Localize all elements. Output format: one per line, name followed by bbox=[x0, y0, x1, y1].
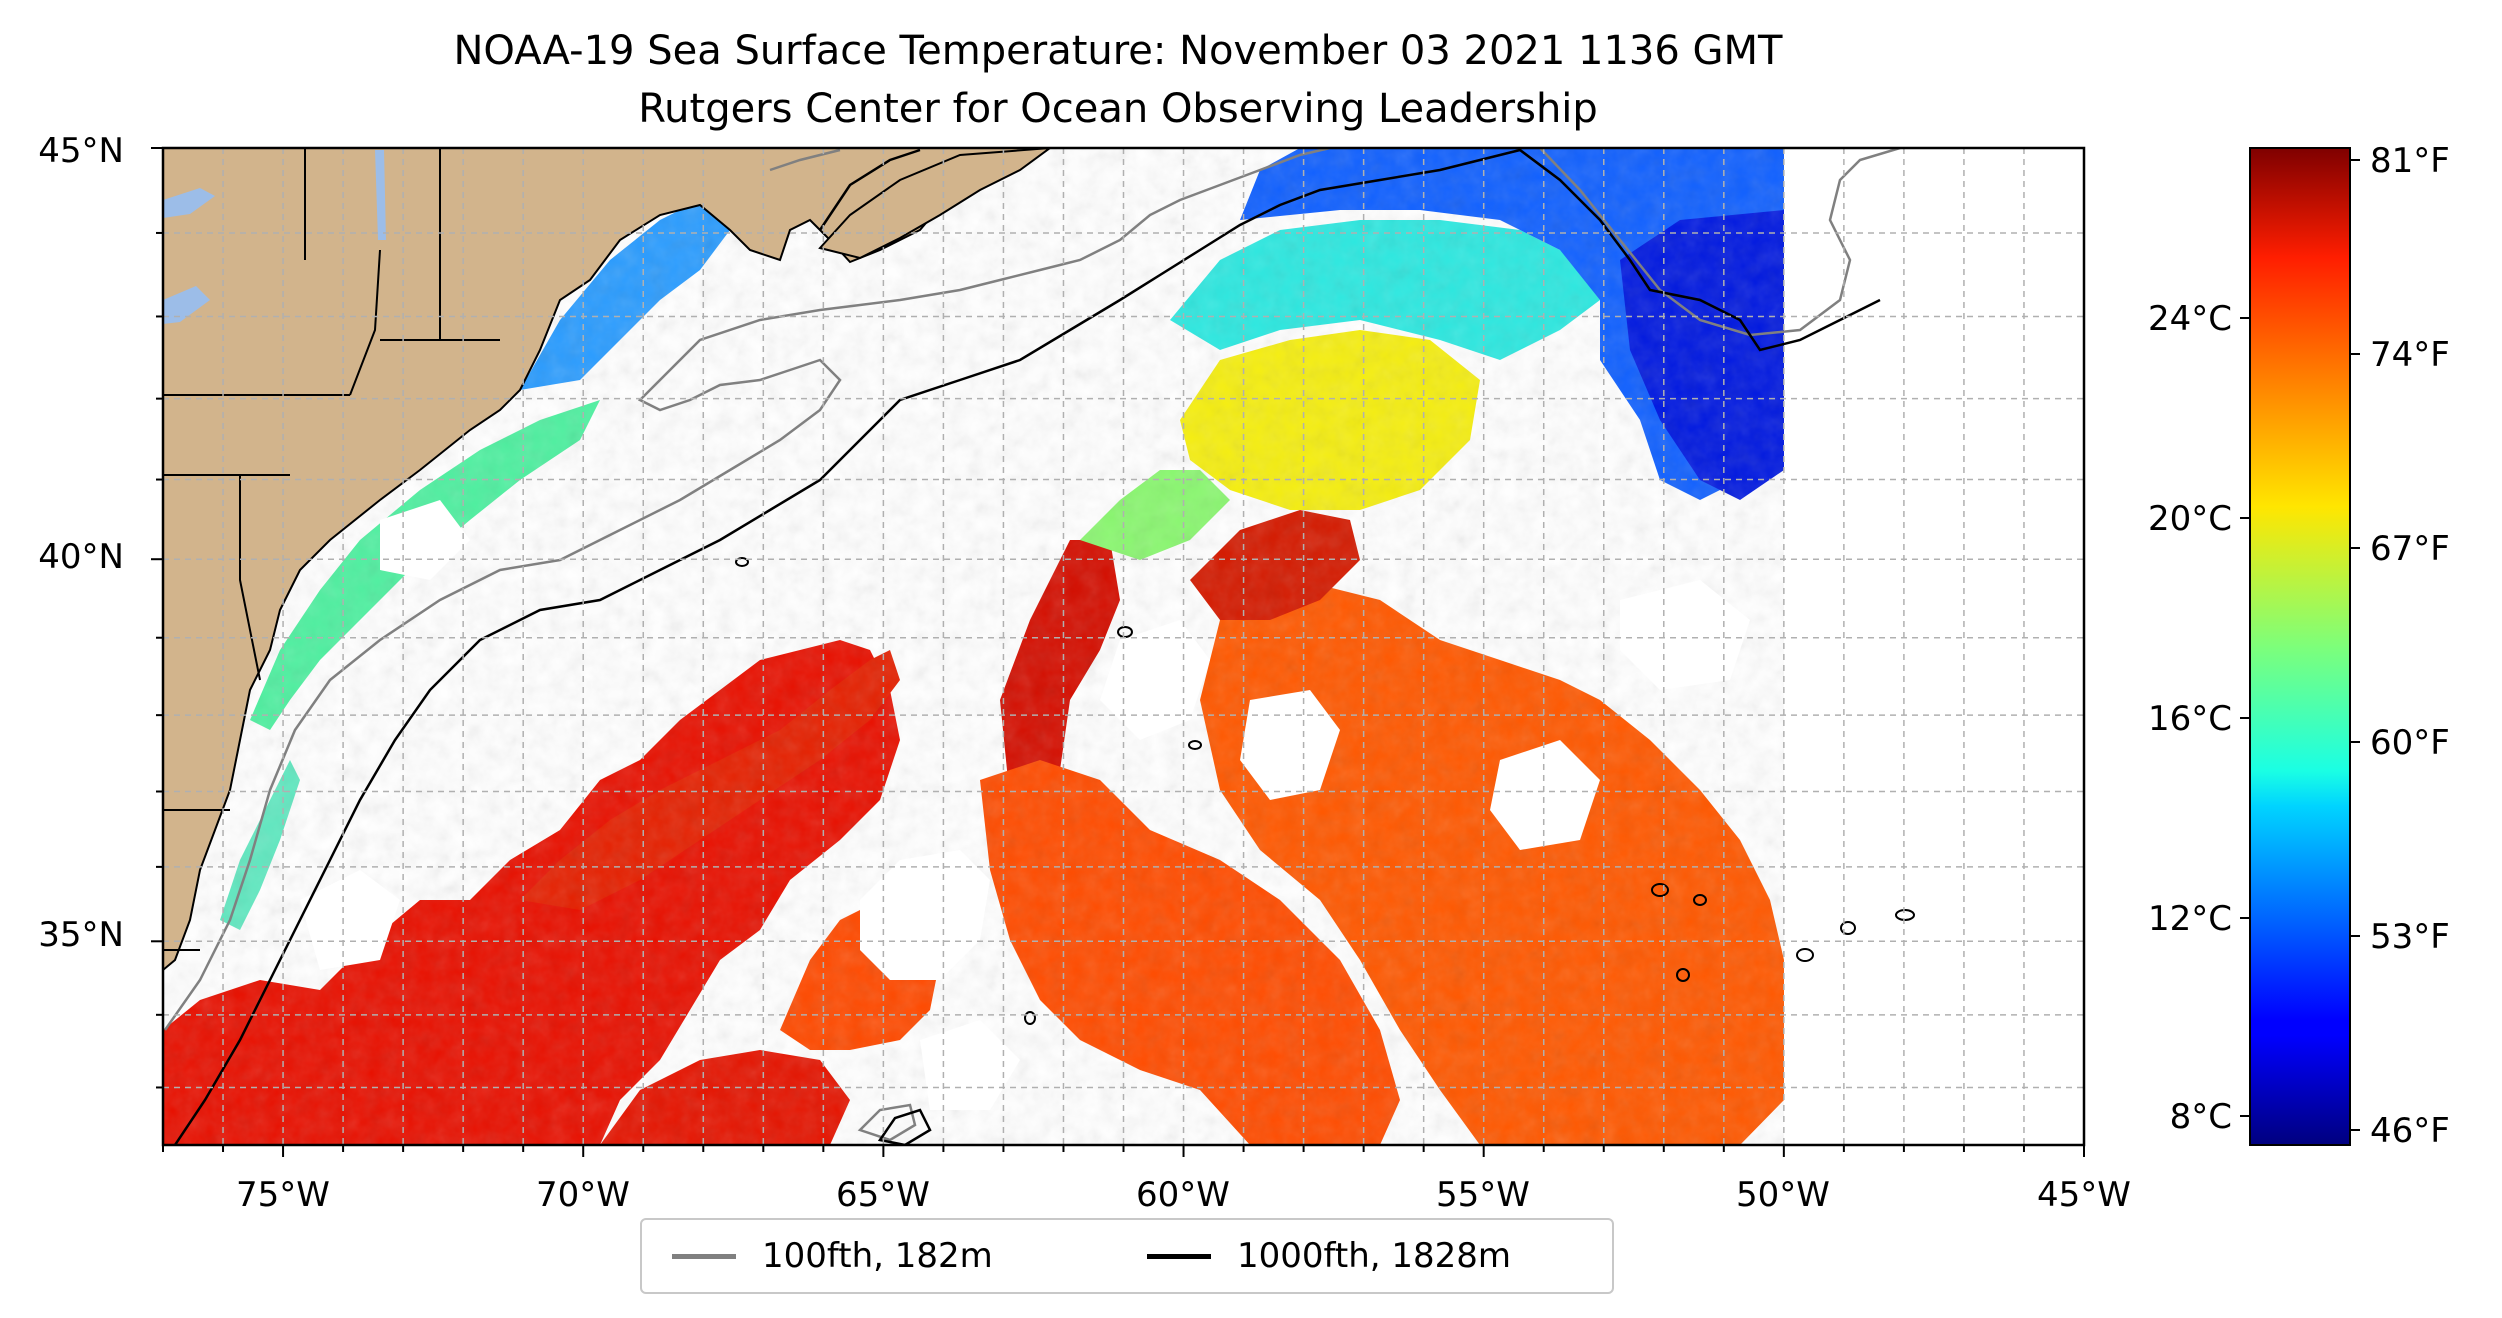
seamounts bbox=[735, 557, 1915, 1025]
title-line-1: NOAA-19 Sea Surface Temperature: Novembe… bbox=[454, 28, 1784, 74]
land-nova-scotia bbox=[818, 148, 1052, 260]
lat-label-45n: 45°N bbox=[38, 131, 124, 171]
legend-item-1000fth: 1000fth, 1828m bbox=[1147, 1220, 1511, 1292]
cloud-patch bbox=[1100, 620, 1210, 740]
map-panel bbox=[163, 148, 2084, 1145]
cloud-patch bbox=[1490, 740, 1600, 850]
lon-label-75w: 75°W bbox=[236, 1175, 330, 1215]
cloud-patch bbox=[860, 850, 990, 980]
colorbar-celsius-24: 24°C bbox=[2148, 299, 2232, 339]
colorbar-celsius-20: 20°C bbox=[2148, 499, 2232, 539]
cloud-patch bbox=[1620, 580, 1750, 690]
colorbar-fahrenheit-53: 53°F bbox=[2370, 917, 2450, 957]
lon-label-55w: 55°W bbox=[1436, 1175, 1530, 1215]
state-boundaries bbox=[163, 148, 500, 951]
colorbar-fahrenheit-46: 46°F bbox=[2370, 1111, 2450, 1151]
lake bbox=[163, 188, 215, 218]
lake bbox=[375, 150, 386, 240]
contour-1000fth bbox=[818, 148, 921, 231]
lon-label-45w: 45°W bbox=[2037, 1175, 2131, 1215]
lon-label-50w: 50°W bbox=[1736, 1175, 1830, 1215]
axis-ticks bbox=[151, 147, 2085, 1157]
contour-100fth bbox=[769, 148, 841, 172]
colorbar-celsius-ticks bbox=[2240, 317, 2250, 1117]
lat-label-40n: 40°N bbox=[38, 537, 124, 577]
contour-100fth bbox=[163, 148, 1331, 1031]
legend-item-100fth: 100fth, 182m bbox=[672, 1220, 993, 1292]
legend-label-1000fth: 1000fth, 1828m bbox=[1237, 1236, 1512, 1276]
colorbar-fahrenheit-60: 60°F bbox=[2370, 723, 2450, 763]
lon-label-60w: 60°W bbox=[1136, 1175, 1230, 1215]
colorbar-celsius-12: 12°C bbox=[2148, 899, 2232, 939]
colorbar: 24°C 20°C 16°C 12°C 8°C 81°F 74°F 67°F 6… bbox=[2148, 141, 2450, 1151]
colorbar-fahrenheit-81: 81°F bbox=[2370, 141, 2450, 181]
lon-labels: 75°W 70°W 65°W 60°W 55°W 50°W 45°W bbox=[236, 1175, 2131, 1215]
legend-swatch-100fth bbox=[672, 1253, 736, 1259]
colorbar-fahrenheit-ticks bbox=[2350, 159, 2360, 1131]
contour-100fth bbox=[1539, 148, 1901, 337]
lat-label-35n: 35°N bbox=[38, 915, 124, 955]
legend-label-100fth: 100fth, 182m bbox=[762, 1236, 993, 1276]
contour-1000fth bbox=[173, 148, 1881, 1145]
lakes bbox=[163, 150, 386, 324]
grid-lines bbox=[163, 148, 2084, 1145]
colorbar-fahrenheit-74: 74°F bbox=[2370, 335, 2450, 375]
legend-swatch-1000fth bbox=[1147, 1253, 1211, 1259]
title-line-2: Rutgers Center for Ocean Observing Leade… bbox=[638, 86, 1598, 132]
colorbar-gradient bbox=[2249, 147, 2351, 1146]
lon-label-70w: 70°W bbox=[536, 1175, 630, 1215]
colorbar-celsius-8: 8°C bbox=[2170, 1097, 2232, 1137]
cloud-mask bbox=[300, 500, 1750, 1110]
lake bbox=[163, 286, 210, 324]
contour-100fth bbox=[857, 1103, 917, 1142]
land-mass bbox=[163, 148, 1051, 972]
colorbar-fahrenheit-67: 67°F bbox=[2370, 529, 2450, 569]
lat-labels: 45°N 40°N 35°N bbox=[38, 131, 124, 955]
colorbar-celsius-16: 16°C bbox=[2148, 699, 2232, 739]
lon-label-65w: 65°W bbox=[836, 1175, 930, 1215]
cloud-patch bbox=[300, 870, 400, 970]
contour-legend: 100fth, 182m 1000fth, 1828m bbox=[640, 1218, 1614, 1294]
cloud-patch bbox=[1240, 690, 1340, 800]
